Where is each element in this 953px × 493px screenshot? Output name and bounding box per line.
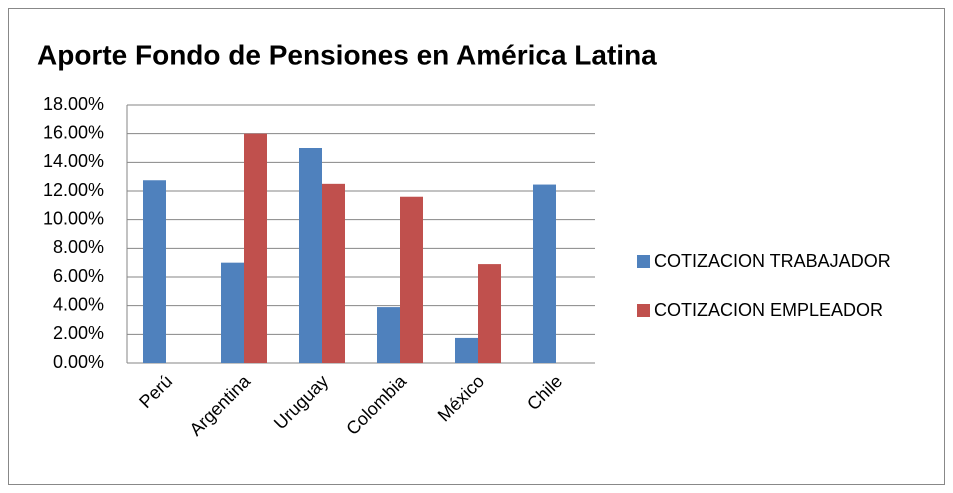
legend-swatch (637, 255, 650, 268)
bar (299, 148, 322, 363)
bar (377, 307, 400, 363)
y-tick-label: 2.00% (53, 323, 104, 343)
y-tick-label: 18.00% (43, 94, 104, 114)
bar (322, 183, 345, 363)
legend-label: COTIZACION TRABAJADOR (654, 251, 891, 271)
bar (221, 262, 244, 363)
bar (533, 184, 556, 363)
bar (478, 264, 501, 363)
legend-label: COTIZACION EMPLEADOR (654, 300, 883, 320)
y-tick-label: 0.00% (53, 352, 104, 372)
bar (143, 180, 166, 363)
y-tick-label: 12.00% (43, 180, 104, 200)
bar (455, 337, 478, 363)
chart-title: Aporte Fondo de Pensiones en América Lat… (37, 39, 657, 70)
y-tick-label: 4.00% (53, 294, 104, 314)
y-tick-label: 8.00% (53, 237, 104, 257)
y-tick-label: 16.00% (43, 122, 104, 142)
y-tick-label: 10.00% (43, 208, 104, 228)
y-tick-label: 6.00% (53, 266, 104, 286)
y-tick-label: 14.00% (43, 151, 104, 171)
bar (400, 196, 423, 363)
legend-swatch (637, 304, 650, 317)
bar (244, 133, 267, 363)
